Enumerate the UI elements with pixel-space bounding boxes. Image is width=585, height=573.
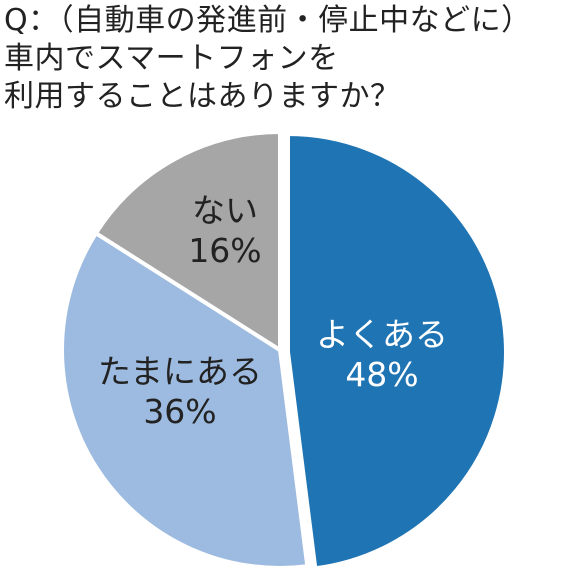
slice-percent-3: 16% — [188, 231, 261, 270]
slice-label-2: たまにある — [98, 352, 262, 391]
question-line-2: 車内でスマートフォンを — [4, 41, 339, 76]
slice-percent-2: 36% — [143, 392, 216, 431]
question-line-1: Q：（自動車の発進前・停止中などに） — [4, 3, 532, 38]
pie-slice-1 — [286, 132, 508, 571]
pie-slices — [60, 130, 508, 571]
slice-label-1: よくある — [316, 315, 448, 354]
pie-slice-3 — [93, 130, 282, 352]
question-line-3: 利用することはありますか？ — [4, 79, 401, 114]
question-title: Q：（自動車の発進前・停止中などに） 車内でスマートフォンを 利用することはあり… — [4, 2, 532, 116]
slice-percent-1: 48% — [345, 355, 418, 394]
slice-label-3: ない — [192, 191, 258, 230]
pie-slice-2 — [60, 231, 310, 570]
